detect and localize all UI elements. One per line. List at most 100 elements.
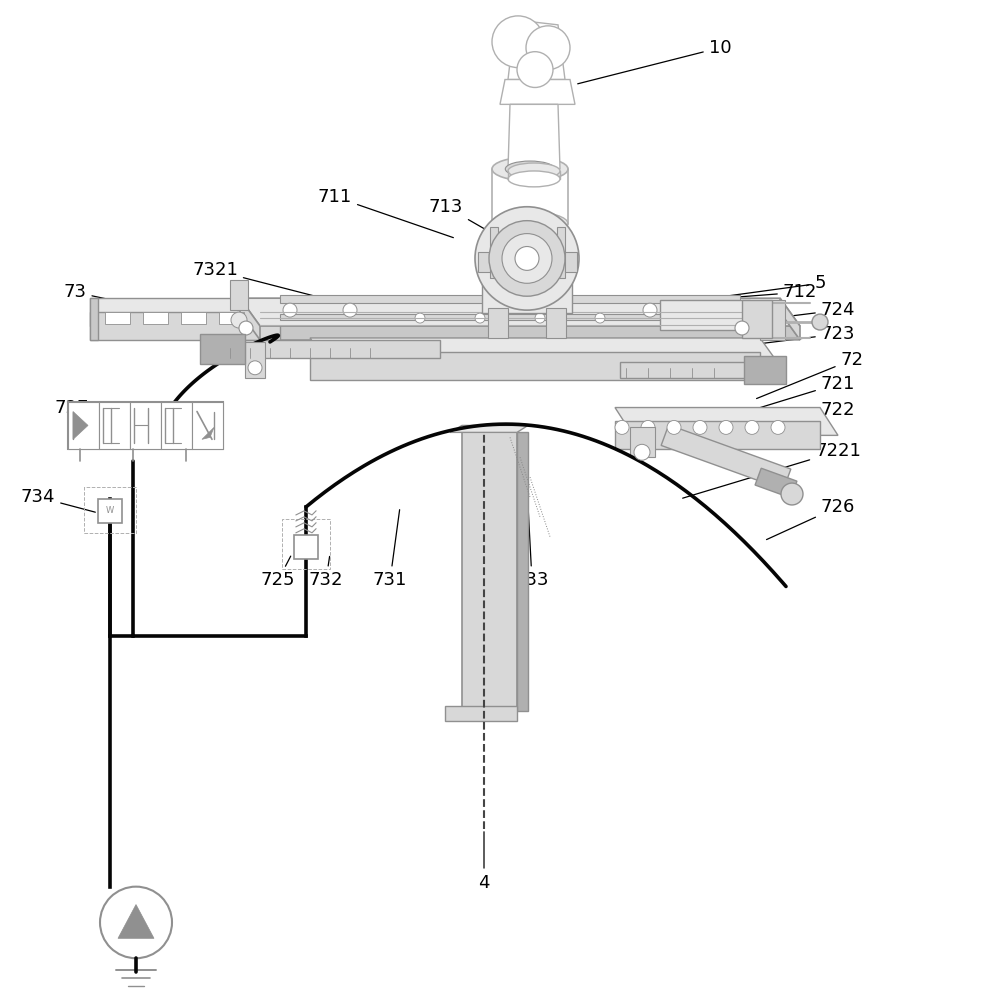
Polygon shape <box>450 425 528 432</box>
Ellipse shape <box>508 163 560 179</box>
Circle shape <box>643 303 657 317</box>
Bar <box>294 535 318 559</box>
Polygon shape <box>615 421 820 449</box>
Bar <box>660 300 750 330</box>
Circle shape <box>693 420 707 434</box>
Bar <box>130 402 161 449</box>
Circle shape <box>615 420 629 434</box>
Bar <box>546 308 566 338</box>
Bar <box>462 432 517 711</box>
Bar <box>68 402 99 449</box>
Text: 711: 711 <box>318 188 453 238</box>
Circle shape <box>812 314 828 330</box>
Polygon shape <box>240 298 260 340</box>
Polygon shape <box>517 432 528 711</box>
Polygon shape <box>118 905 154 938</box>
Bar <box>478 252 490 272</box>
Text: 727: 727 <box>55 399 145 432</box>
Bar <box>282 519 330 569</box>
Bar <box>742 300 772 338</box>
Circle shape <box>719 420 733 434</box>
Text: 732: 732 <box>309 557 343 589</box>
Bar <box>84 487 136 533</box>
Polygon shape <box>615 408 838 435</box>
Bar <box>488 308 508 338</box>
Text: 712: 712 <box>673 283 817 302</box>
Circle shape <box>517 52 553 87</box>
Polygon shape <box>310 352 760 380</box>
Polygon shape <box>90 312 280 340</box>
Ellipse shape <box>492 157 568 181</box>
Bar <box>620 362 750 378</box>
Bar <box>98 499 122 523</box>
Bar <box>280 314 740 320</box>
Text: 731: 731 <box>373 510 407 589</box>
Circle shape <box>641 420 655 434</box>
Bar <box>143 312 168 324</box>
Circle shape <box>595 313 605 323</box>
Text: 5: 5 <box>685 274 826 302</box>
Polygon shape <box>240 312 800 340</box>
Ellipse shape <box>492 212 568 236</box>
Circle shape <box>248 361 262 375</box>
Text: 724: 724 <box>745 301 855 322</box>
Bar <box>490 226 565 280</box>
Circle shape <box>713 303 727 317</box>
Polygon shape <box>90 298 98 340</box>
Bar <box>565 252 577 272</box>
Text: 72: 72 <box>757 351 864 399</box>
Bar <box>181 312 206 324</box>
Text: 7321: 7321 <box>192 261 347 304</box>
Bar <box>161 402 192 449</box>
Circle shape <box>231 312 247 328</box>
Bar <box>105 312 130 324</box>
Polygon shape <box>755 468 797 498</box>
Circle shape <box>283 303 297 317</box>
Circle shape <box>415 313 425 323</box>
Bar <box>230 280 248 310</box>
Ellipse shape <box>505 161 555 177</box>
Bar <box>760 300 785 340</box>
Bar <box>220 340 440 358</box>
Bar <box>192 402 223 449</box>
Text: 723: 723 <box>729 325 855 348</box>
Bar <box>219 312 244 324</box>
Circle shape <box>475 207 579 310</box>
Text: 73: 73 <box>64 283 185 315</box>
Bar <box>99 402 130 449</box>
Bar <box>445 706 517 721</box>
Text: W: W <box>106 506 114 516</box>
Polygon shape <box>661 424 791 490</box>
Circle shape <box>771 420 785 434</box>
Circle shape <box>535 313 545 323</box>
Bar <box>280 295 740 303</box>
Bar <box>557 227 565 278</box>
Text: 10: 10 <box>578 39 731 83</box>
Text: 713: 713 <box>429 198 508 243</box>
Polygon shape <box>508 20 565 80</box>
Polygon shape <box>508 104 560 169</box>
Circle shape <box>667 420 681 434</box>
Polygon shape <box>90 298 280 326</box>
Circle shape <box>475 313 485 323</box>
Text: 4: 4 <box>478 832 490 892</box>
Bar <box>744 356 786 384</box>
Polygon shape <box>500 80 575 104</box>
Polygon shape <box>73 412 88 439</box>
Text: 734: 734 <box>21 488 95 512</box>
Circle shape <box>781 483 803 505</box>
Bar <box>245 342 265 378</box>
Circle shape <box>492 16 544 68</box>
Bar <box>68 402 223 449</box>
Circle shape <box>489 221 565 296</box>
Text: 722: 722 <box>693 401 855 454</box>
Circle shape <box>239 321 253 335</box>
Circle shape <box>735 321 749 335</box>
Bar <box>482 275 572 313</box>
Polygon shape <box>310 338 780 366</box>
Circle shape <box>502 234 552 283</box>
Text: 7221: 7221 <box>683 442 861 498</box>
Text: 721: 721 <box>705 375 855 424</box>
Ellipse shape <box>508 171 560 187</box>
Text: 733: 733 <box>515 508 549 589</box>
